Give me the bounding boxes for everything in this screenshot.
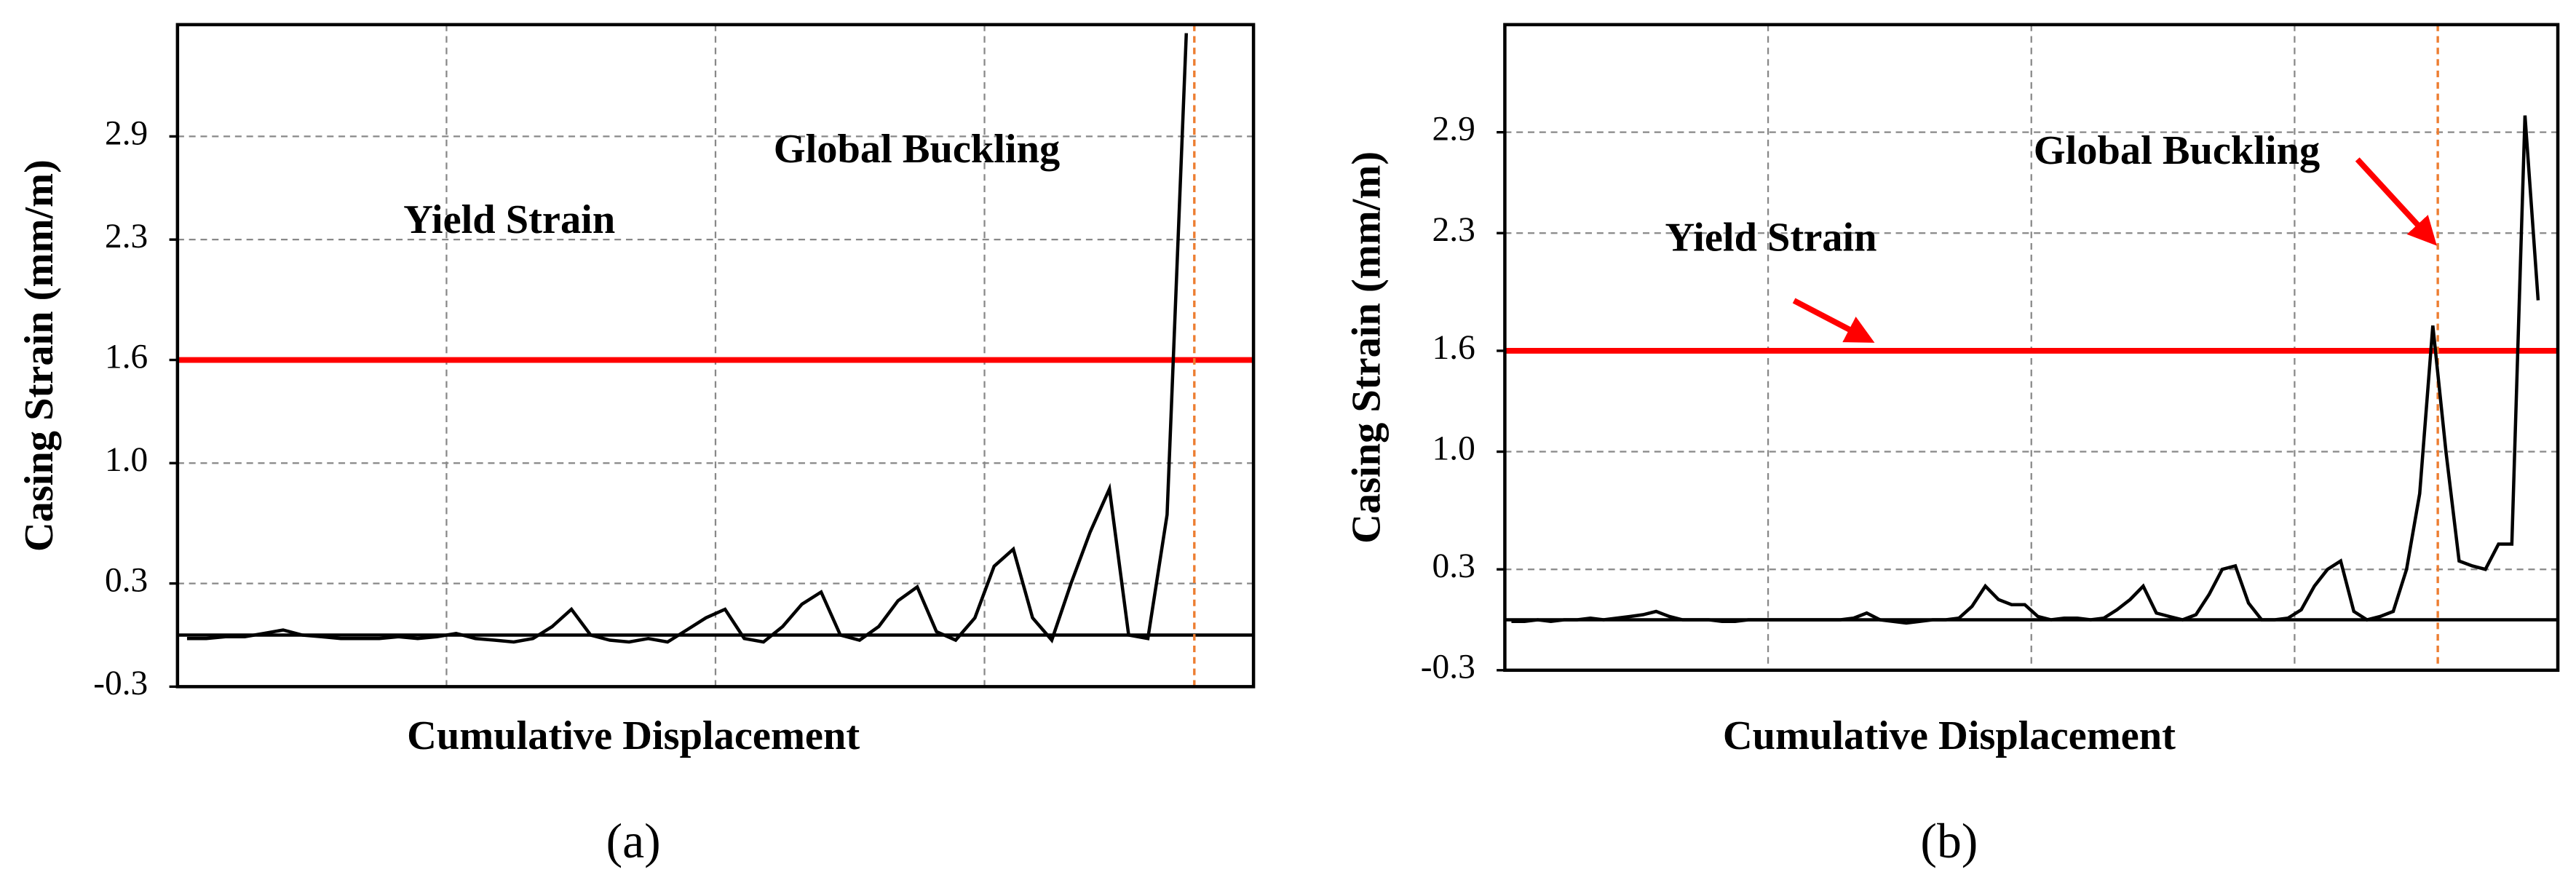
data-line <box>186 33 1189 644</box>
panel-label: (b) <box>1920 814 1978 868</box>
y-tick-label: 2.9 <box>1432 111 1475 148</box>
panel-label: (a) <box>606 814 661 868</box>
y-tick-label: 1.0 <box>1432 429 1475 467</box>
annotation: Yield Strain <box>403 197 615 242</box>
data-line <box>1511 115 2540 625</box>
y-tick-label: -0.3 <box>93 665 148 702</box>
y-tick-label: 2.3 <box>105 218 148 255</box>
y-tick-label: 1.6 <box>105 338 148 376</box>
y-tick-label: 0.3 <box>105 562 148 600</box>
annotation-arrow <box>2355 157 2437 246</box>
y-tick-label: 1.6 <box>1432 329 1475 367</box>
annotation-arrow <box>1792 298 1875 343</box>
x-axis-label: Cumulative Displacement <box>1723 713 2176 758</box>
y-tick-label: 1.0 <box>105 441 148 479</box>
x-axis-label: Cumulative Displacement <box>407 713 860 758</box>
y-axis-label: Casing Strain (mm/m) <box>1344 151 1389 544</box>
y-tick-label: 0.3 <box>1432 547 1475 585</box>
y-axis-label: Casing Strain (mm/m) <box>17 159 62 552</box>
annotation: Global Buckling <box>774 127 1060 172</box>
plot-frame <box>175 23 1256 689</box>
y-tick-label: -0.3 <box>1421 649 1475 686</box>
y-tick-label: 2.9 <box>105 114 148 152</box>
annotation: Yield Strain <box>1665 215 1877 261</box>
plot-frame <box>1503 23 2560 673</box>
annotation: Global Buckling <box>2034 128 2320 173</box>
y-tick-label: 2.3 <box>1432 211 1475 249</box>
